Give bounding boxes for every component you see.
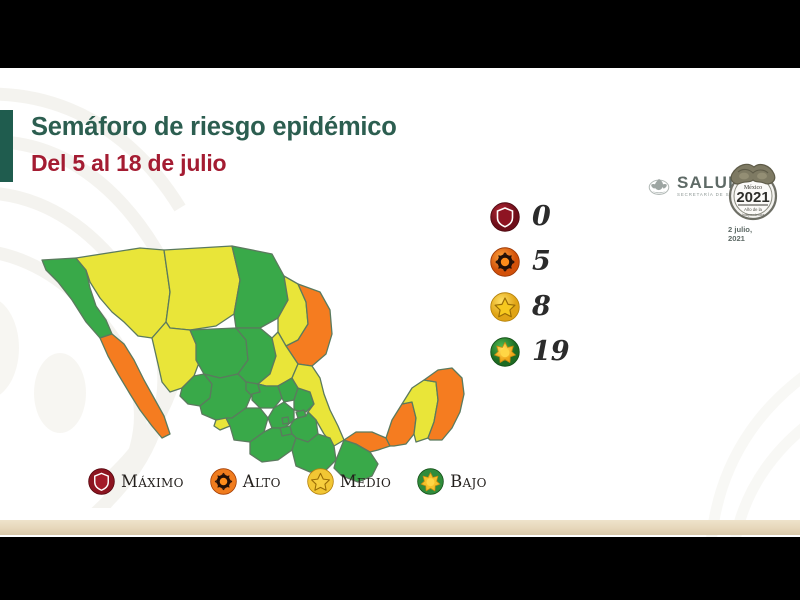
state-coahuila[interactable] — [231, 245, 289, 329]
state-oaxaca[interactable] — [291, 433, 337, 473]
state-michoacan[interactable] — [225, 407, 269, 443]
page-title: Semáforo de riesgo epidémico — [31, 113, 397, 141]
mexican-eagle-emblem-icon — [648, 178, 670, 195]
state-chihuahua[interactable] — [163, 245, 241, 331]
shield-icon — [490, 201, 520, 232]
count-row-bajo: 19 — [490, 329, 600, 374]
gear-icon — [490, 246, 520, 277]
svg-text:México: México — [744, 185, 762, 191]
count-value-medio: 8 — [532, 291, 551, 322]
svg-text:2021: 2021 — [736, 189, 769, 206]
count-row-maximo: 0 — [490, 194, 600, 239]
letterbox-bottom-bar — [0, 537, 800, 600]
legend-item-maximo[interactable]: Máximo — [88, 468, 184, 495]
risk-level-legend: Máximo Alto — [88, 468, 487, 495]
salud-logo: SALUD SECRETARÍA DE SALUD — [646, 173, 745, 199]
mexico-2021-seal-icon: México 2021 Año de la Independencia — [728, 163, 778, 221]
state-campeche[interactable] — [385, 401, 417, 447]
burst-icon — [490, 336, 520, 367]
salud-logo-tagline: SECRETARÍA DE SALUD — [677, 192, 745, 198]
state-colima[interactable] — [213, 417, 231, 431]
state-durango[interactable] — [189, 327, 249, 379]
legend-item-bajo[interactable]: Bajo — [417, 468, 487, 495]
page-subtitle: Del 5 al 18 de julio — [31, 150, 227, 176]
count-row-medio: 8 — [490, 284, 600, 329]
mexico-map — [20, 188, 480, 488]
mexico-map-svg — [41, 245, 465, 483]
salud-logo-name: SALUD — [677, 173, 742, 193]
salud-logo-text: SALUD SECRETARÍA DE SALUD — [677, 174, 745, 197]
seal-date: 2 julio, 2021 — [728, 225, 752, 244]
svg-text:Año de la: Año de la — [744, 207, 762, 212]
presentation-slide: Semáforo de riesgo epidémico Del 5 al 18… — [0, 68, 800, 537]
state-guerrero[interactable] — [249, 427, 297, 463]
seal-date-line-1: 2 julio, — [728, 225, 753, 234]
state-quintana-roo[interactable] — [423, 367, 465, 441]
state-sinaloa[interactable] — [151, 321, 201, 393]
letterbox-top-bar — [0, 0, 800, 68]
footer-strip — [0, 520, 800, 535]
legend-item-medio[interactable]: Medio — [307, 468, 391, 495]
star-icon — [490, 291, 520, 322]
count-value-maximo: 0 — [532, 201, 551, 232]
legend-item-alto[interactable]: Alto — [210, 468, 281, 495]
legend-label-maximo: Máximo — [121, 472, 184, 491]
star-icon — [307, 468, 334, 495]
state-ciudad-de-mexico[interactable] — [281, 416, 290, 425]
state-baja-california-sur[interactable] — [99, 333, 171, 439]
count-row-alto: 5 — [490, 239, 600, 284]
seal-date-line-2: 2021 — [728, 234, 745, 244]
count-value-alto: 5 — [532, 246, 551, 277]
gear-icon — [210, 468, 237, 495]
shield-icon — [88, 468, 115, 495]
legend-label-medio: Medio — [339, 472, 392, 491]
legend-label-alto: Alto — [242, 472, 281, 491]
legend-label-bajo: Bajo — [450, 472, 487, 491]
svg-text:Independencia: Independencia — [742, 213, 764, 217]
state-guanajuato[interactable] — [251, 383, 283, 409]
title-accent-bar — [0, 110, 13, 182]
risk-level-counts: 0 — [490, 194, 600, 374]
burst-icon — [417, 468, 444, 495]
count-value-bajo: 19 — [532, 336, 570, 367]
